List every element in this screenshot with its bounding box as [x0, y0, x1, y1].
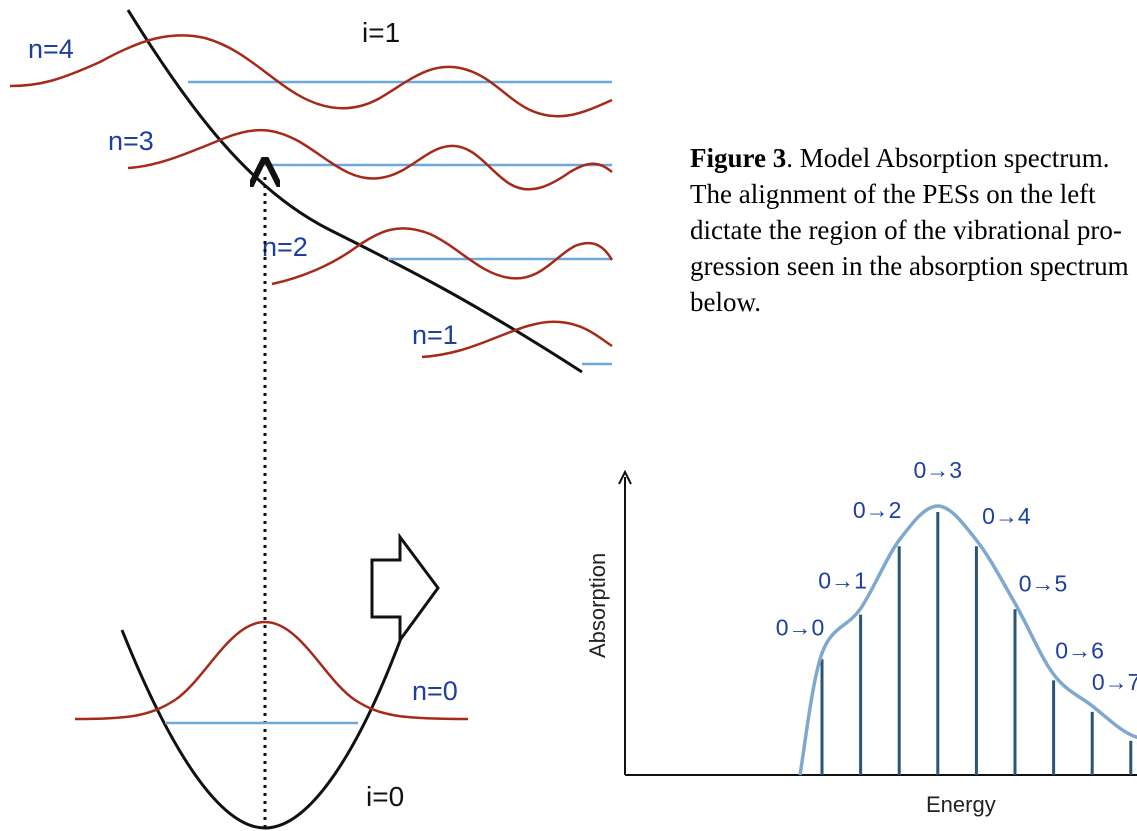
wavefunction-n4 [9, 34, 613, 118]
level-n1-label: n=1 [412, 320, 458, 350]
spectrum-peak-label: 0→0 [776, 614, 825, 640]
wavefunction-n2 [271, 227, 614, 286]
lower-pes-curve [120, 629, 406, 830]
figure-caption: Figure 3. Model Absorption spectrum. The… [690, 140, 1130, 320]
upper-state-label: i=1 [362, 17, 400, 48]
spectrum-peak-label: 0→1 [818, 568, 867, 594]
hollow-arrow-icon [370, 532, 440, 645]
spectrum-peak-label: 0→5 [1019, 570, 1068, 596]
spectrum-peak-label: 0→2 [853, 497, 902, 523]
spectrum-peak-label: 0→6 [1055, 637, 1104, 663]
level-n0-label: n=0 [412, 676, 458, 706]
spectrum-sticks [820, 512, 1133, 775]
wavefunction-n3 [127, 128, 613, 191]
wavefunction-n1 [421, 320, 613, 359]
spectrum-peak-label: 0→4 [982, 503, 1031, 529]
level-n3-label: n=3 [108, 126, 154, 156]
spectrum-y-label: Absorption [585, 553, 610, 658]
upper-pes: i=1 n=4 n=3 n=2 n=1 [9, 9, 614, 374]
level-n4-label: n=4 [28, 34, 74, 64]
spectrum-peak-labels: 0→0 0→1 0→2 0→3 0→4 0→5 0→6 0→7 [776, 457, 1137, 695]
spectrum-peak-label: 0→3 [914, 457, 963, 483]
lower-state-label: i=0 [366, 781, 404, 812]
spectrum-peak-label: 0→7 [1092, 669, 1137, 695]
lower-pes: n=0 i=0 [74, 620, 469, 830]
wavefunction-n0 [74, 620, 469, 721]
level-n2-label: n=2 [262, 232, 308, 262]
spectrum-x-label: Energy [926, 792, 996, 817]
upper-pes-curve [126, 9, 583, 374]
spectrum-y-axis-arrow-icon [618, 469, 632, 485]
caption-text: . Model Absorption spectrum. The alignme… [690, 143, 1129, 317]
spectrum-envelope [798, 504, 1137, 776]
caption-figure-label: Figure 3 [690, 143, 787, 173]
absorption-spectrum: Absorption Energy 0→00→10→20→30→40→50→60… [585, 457, 1137, 817]
